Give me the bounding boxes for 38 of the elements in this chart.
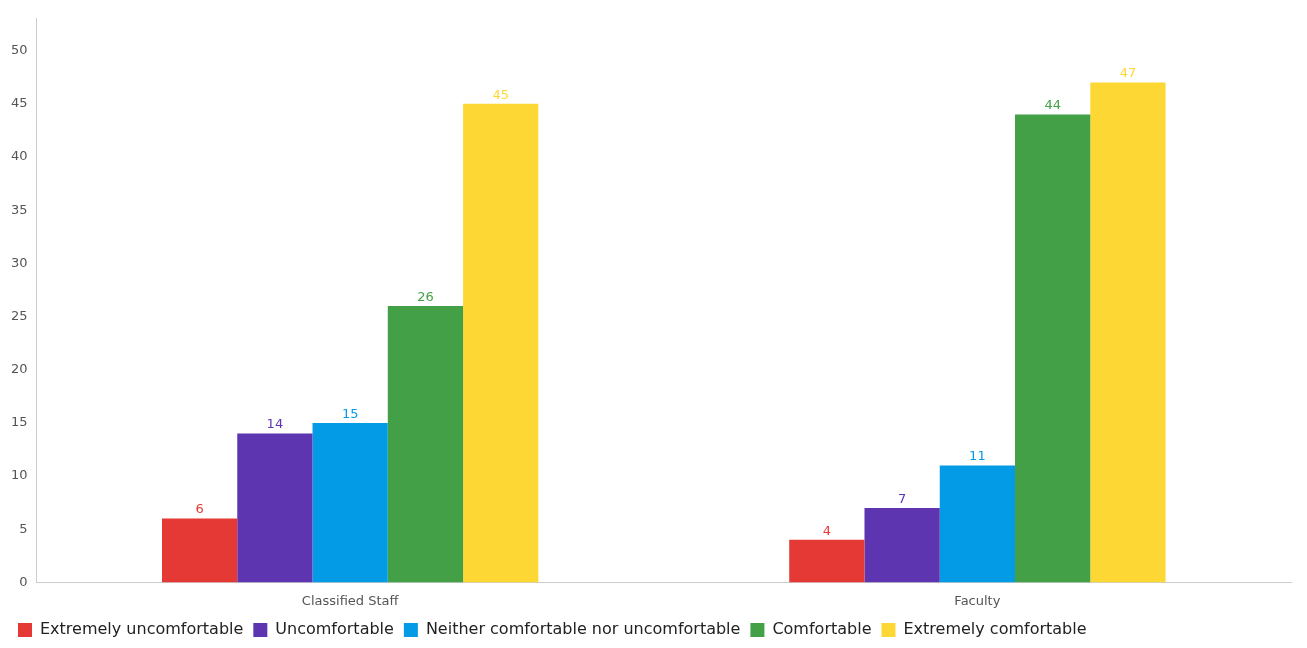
x-tick-label: Faculty bbox=[954, 592, 1001, 608]
bar bbox=[387, 305, 464, 583]
legend-label: Uncomfortable bbox=[275, 619, 394, 639]
x-tick-label: Classified Staff bbox=[301, 592, 400, 608]
bar bbox=[1090, 82, 1166, 583]
y-tick-label: 20 bbox=[11, 361, 28, 377]
bar bbox=[237, 433, 313, 583]
bar bbox=[789, 539, 865, 583]
data-label: 15 bbox=[341, 405, 359, 421]
bar bbox=[312, 422, 388, 583]
y-tick-label: 0 bbox=[19, 573, 28, 589]
data-label: 26 bbox=[417, 288, 434, 304]
bar bbox=[463, 103, 539, 583]
legend-label: Extremely comfortable bbox=[903, 619, 1087, 639]
bar bbox=[1015, 114, 1091, 583]
y-tick-label: 35 bbox=[11, 201, 28, 217]
y-tick-label: 10 bbox=[11, 467, 28, 483]
data-label: 45 bbox=[492, 86, 509, 102]
bar bbox=[939, 465, 1016, 583]
y-tick-label: 45 bbox=[11, 95, 28, 111]
y-tick-label: 15 bbox=[11, 414, 28, 430]
data-label: 7 bbox=[897, 490, 907, 506]
legend-label: Neither comfortable nor uncomfortable bbox=[425, 619, 741, 639]
y-tick-label: 30 bbox=[11, 254, 28, 270]
y-tick-label: 50 bbox=[11, 42, 28, 58]
data-label: 4 bbox=[822, 522, 831, 538]
legend-label: Extremely uncomfortable bbox=[40, 619, 244, 639]
legend-label: Comfortable bbox=[772, 619, 872, 639]
data-label: 11 bbox=[969, 448, 986, 464]
data-label: 14 bbox=[266, 416, 284, 432]
data-label: 44 bbox=[1044, 97, 1061, 113]
y-tick-label: 5 bbox=[19, 520, 28, 536]
data-label: 47 bbox=[1119, 65, 1137, 81]
y-tick-label: 40 bbox=[11, 148, 28, 164]
data-label: 6 bbox=[195, 501, 204, 517]
bar bbox=[864, 507, 940, 583]
y-tick-label: 25 bbox=[11, 307, 28, 323]
bar bbox=[161, 518, 238, 583]
